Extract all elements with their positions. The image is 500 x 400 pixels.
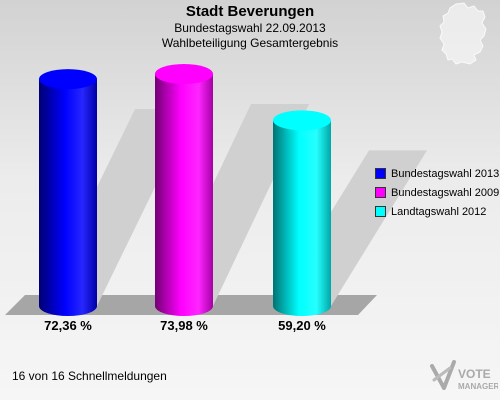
bar-value-label: 73,98 %: [160, 318, 208, 333]
legend-swatch: [375, 187, 386, 198]
legend-label: Bundestagswahl 2009: [391, 186, 500, 199]
vote-manager-logo: VOTE MANAGER: [430, 360, 498, 391]
legend-item: Bundestagswahl 2013: [375, 164, 499, 183]
legend-swatch: [375, 168, 386, 179]
legend-item: Bundestagswahl 2009: [375, 183, 499, 202]
bar-value-label: 72,36 %: [44, 318, 92, 333]
chart-subtitle-turnout: Wahlbeteiligung Gesamtergebnis: [161, 36, 339, 50]
chart-legend: Bundestagswahl 2013 Bundestagswahl 2009 …: [375, 164, 499, 221]
bar: [39, 69, 97, 316]
chart-header: Stadt Beverungen Bundestagswahl 22.09.20…: [0, 3, 500, 51]
legend-label: Bundestagswahl 2013: [391, 167, 500, 180]
germany-map-icon: [439, 2, 487, 65]
legend-label: Landtagswahl 2012: [391, 205, 487, 218]
chart-subtitle-election: Bundestagswahl 22.09.2013: [174, 21, 326, 35]
legend-swatch: [375, 206, 386, 217]
bar: [155, 64, 213, 316]
footer-status: 16 von 16 Schnellmeldungen: [12, 369, 167, 383]
bar: [273, 110, 331, 316]
svg-text:MANAGER: MANAGER: [458, 382, 498, 391]
legend-item: Landtagswahl 2012: [375, 202, 499, 221]
chart-title: Stadt Beverungen: [185, 3, 315, 20]
bar-value-label: 59,20 %: [278, 318, 326, 333]
svg-text:VOTE: VOTE: [458, 367, 491, 381]
